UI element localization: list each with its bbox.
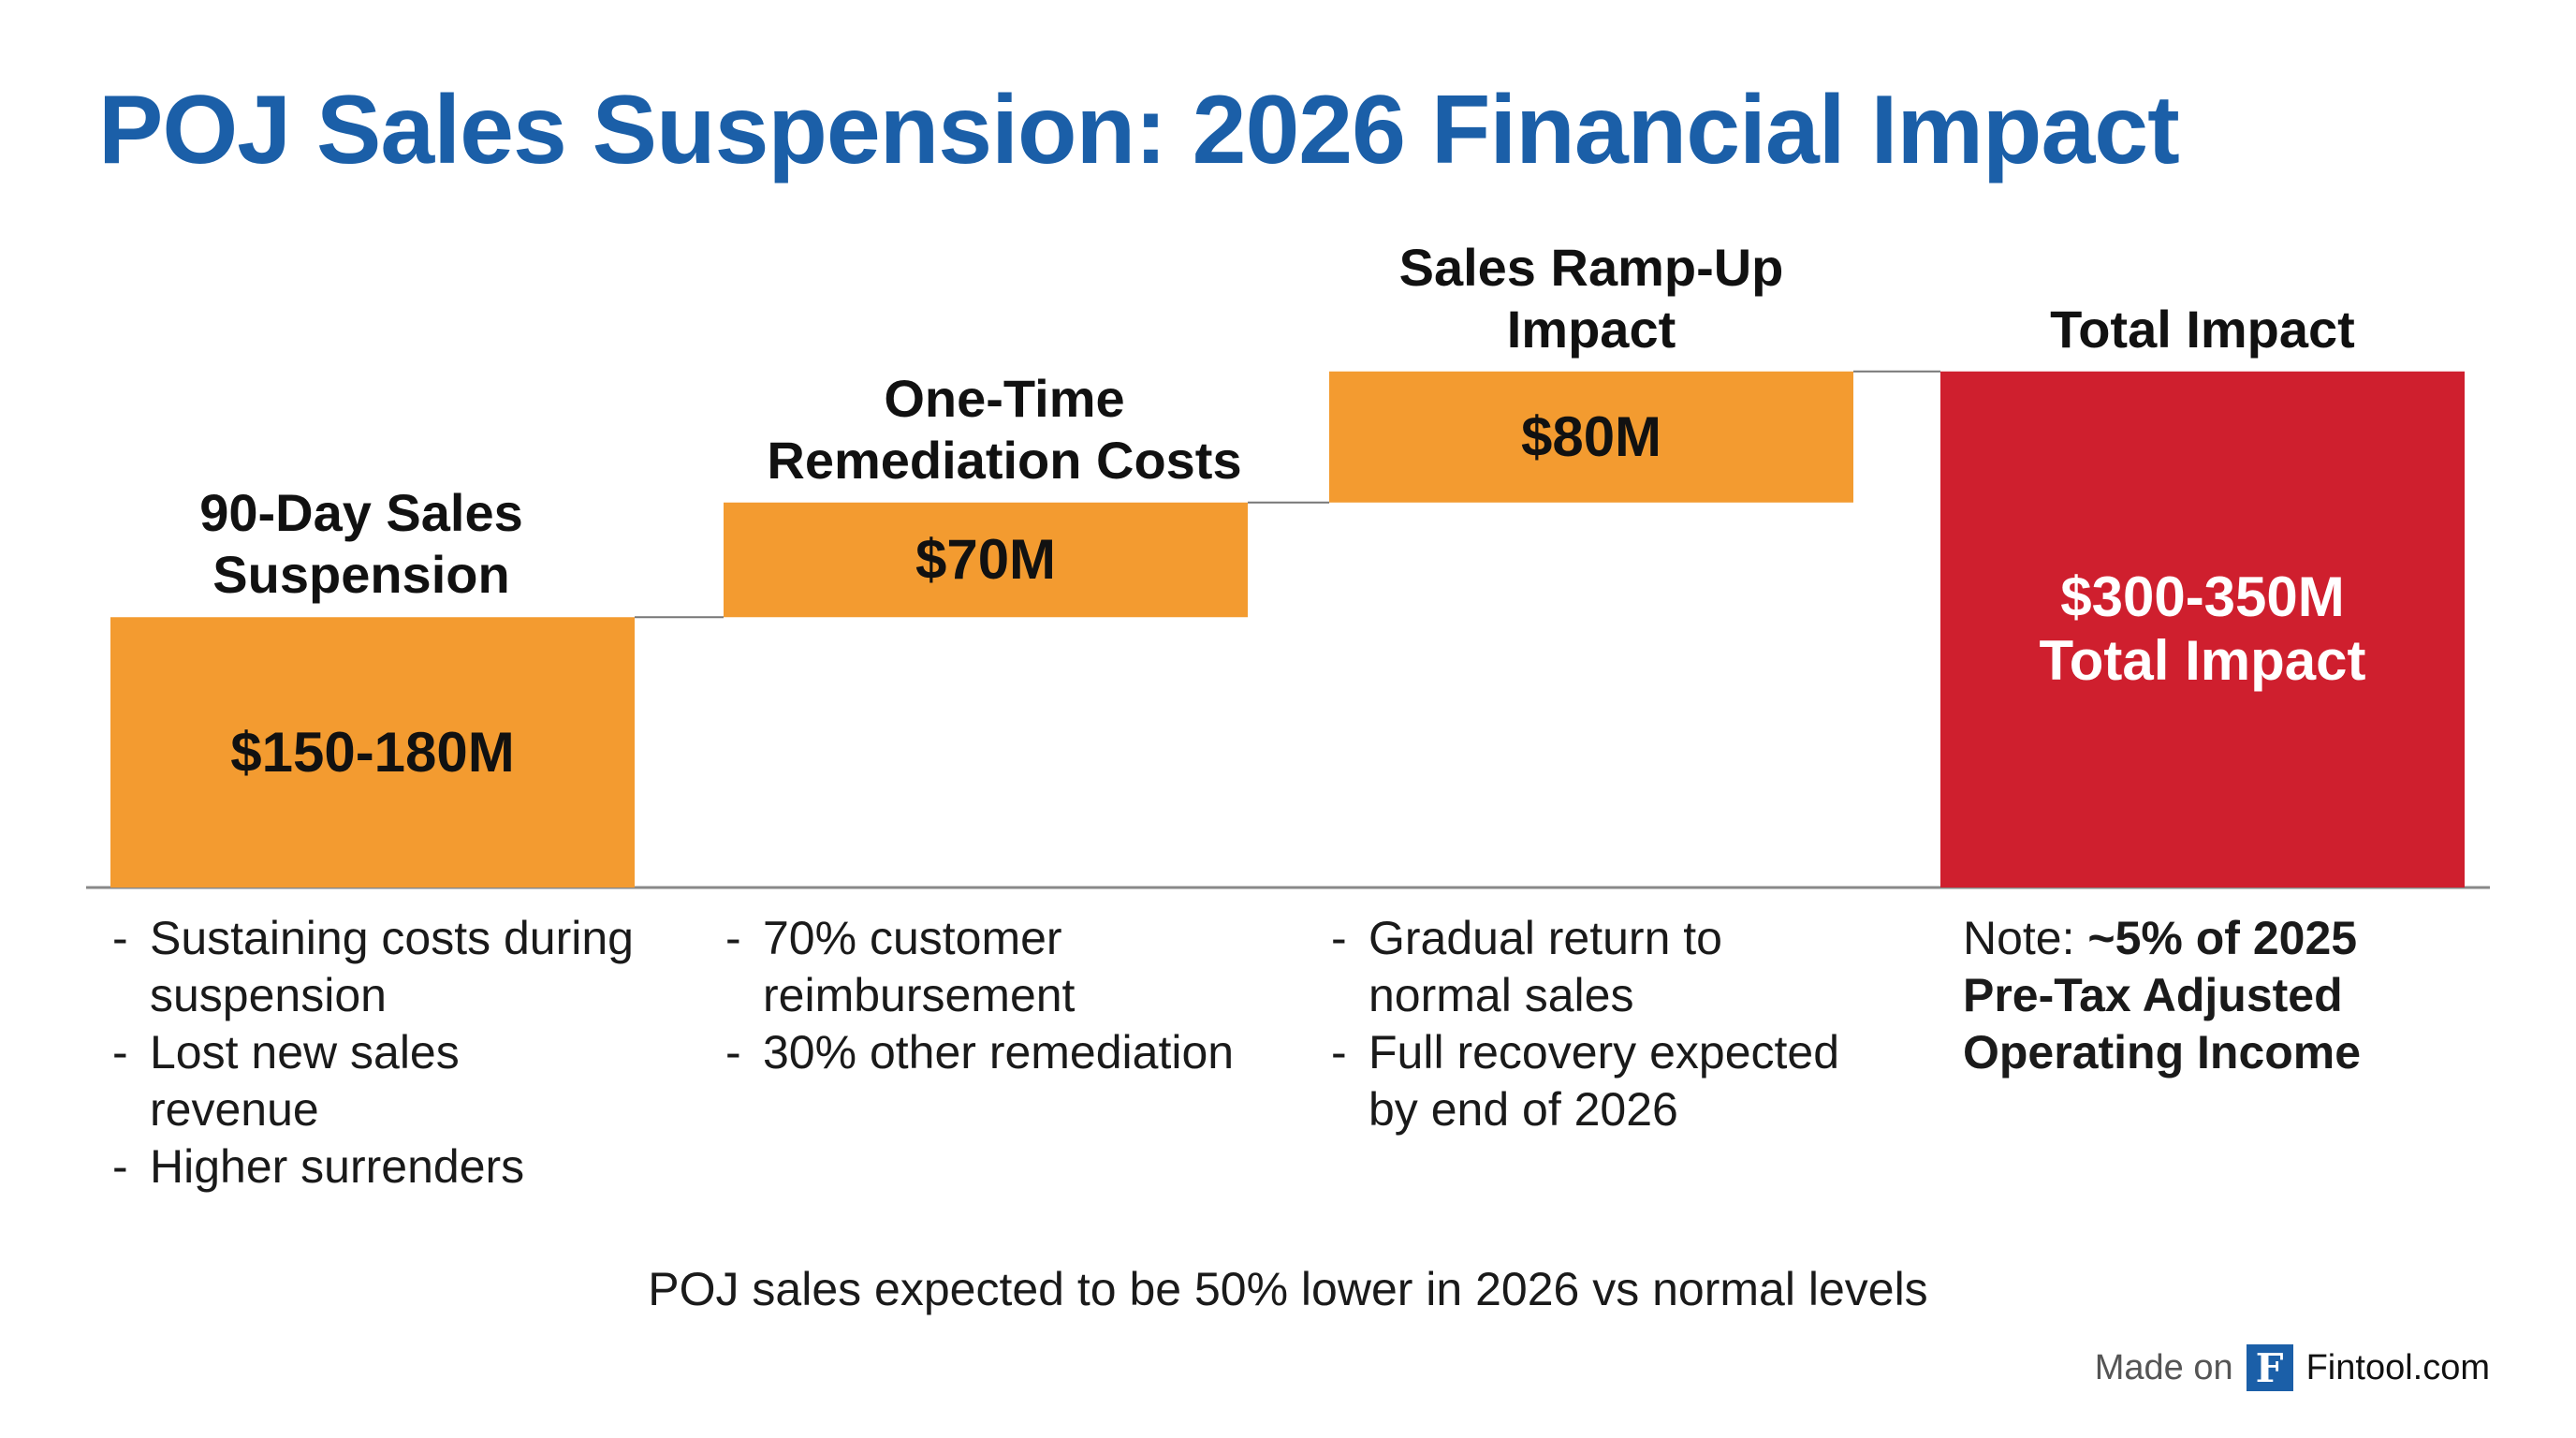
note-text: Sustaining costs during suspension [150,912,634,1021]
note-item: - Higher surrenders [112,1138,637,1196]
note-text: 70% customer reimbursement [763,912,1076,1021]
note-text: 30% other remediation [763,1026,1235,1078]
chart-footnote: POJ sales expected to be 50% lower in 20… [648,1263,1928,1315]
column-notes-1: - Sustaining costs during suspension - Lost… [112,910,637,1196]
bar-value-text: $70M [915,528,1057,591]
dash-bullet-icon: - [725,1026,741,1078]
note-text: Lost new sales revenue [150,1026,460,1136]
column-notes-3: - Gradual return to normal sales - Full rec… [1331,910,1855,1138]
waterfall-chart [86,370,2490,889]
column-label-3: Sales Ramp-Up Impact [1398,237,1784,359]
dash-bullet-icon: - [112,1026,128,1078]
made-on-badge[interactable]: Made on F Fintool.com [2095,1344,2490,1391]
dash-bullet-icon: - [1331,912,1347,964]
dash-bullet-icon: - [1331,1026,1347,1078]
dash-bullet-icon: - [112,1140,128,1193]
waterfall-bar-3 [1329,371,1853,503]
column-notes-4: Note: ~5% of 2025 Pre-Tax Adjusted Opera… [1963,910,2393,1081]
note-item: -70% customer reimbursement [725,910,1250,1024]
chart-title: POJ Sales Suspension: 2026 Financial Imp… [98,76,2180,184]
note-item: - Sustaining costs during suspension [112,910,637,1024]
column-label-4: Total Impact [2050,299,2355,359]
column-label-1: 90-Day Sales Suspension [199,483,523,605]
brand-name: Fintool.com [2305,1347,2490,1387]
note-text: Higher surrenders [150,1140,525,1193]
column-notes-2: -70% customer reimbursement -30% other re… [725,910,1250,1081]
bar-value-subtext: Total Impact [2039,629,2366,693]
note-item: -30% other remediation [725,1024,1250,1081]
bar-value-text: $300-350M [2060,565,2345,629]
note-text: Full recovery expected by end of 2026 [1368,1026,1840,1136]
note-item: - Gradual return to normal sales [1331,910,1855,1024]
bar-value-text: $80M [1520,404,1662,468]
bar-value-3: $80M [1329,372,1853,503]
note-highlight: ~5% of 2025 Pre-Tax Adjusted Operating I… [1963,912,2362,1078]
dash-bullet-icon: - [112,912,128,964]
bar-value-1: $150-180M [110,617,635,888]
note-text: Gradual return to normal sales [1368,912,1722,1021]
note-prefix: Note: [1963,912,2088,964]
fintool-logo-icon: F [2246,1344,2293,1391]
waterfall-bar-2 [724,502,1248,618]
note-item: - Lost new sales revenue [112,1024,637,1138]
bar-value-text: $150-180M [230,720,515,784]
waterfall-bar-1 [110,617,635,888]
bar-value-2: $70M [724,503,1248,618]
column-label-2: One-Time Remediation Costs [767,368,1242,490]
bar-value-4: $300-350M Total Impact [1940,372,2465,888]
waterfall-bar-4 [1940,371,2465,888]
note-item: - Full recovery expected by end of 2026 [1331,1024,1855,1138]
dash-bullet-icon: - [725,912,741,964]
made-on-text: Made on [2094,1347,2233,1387]
